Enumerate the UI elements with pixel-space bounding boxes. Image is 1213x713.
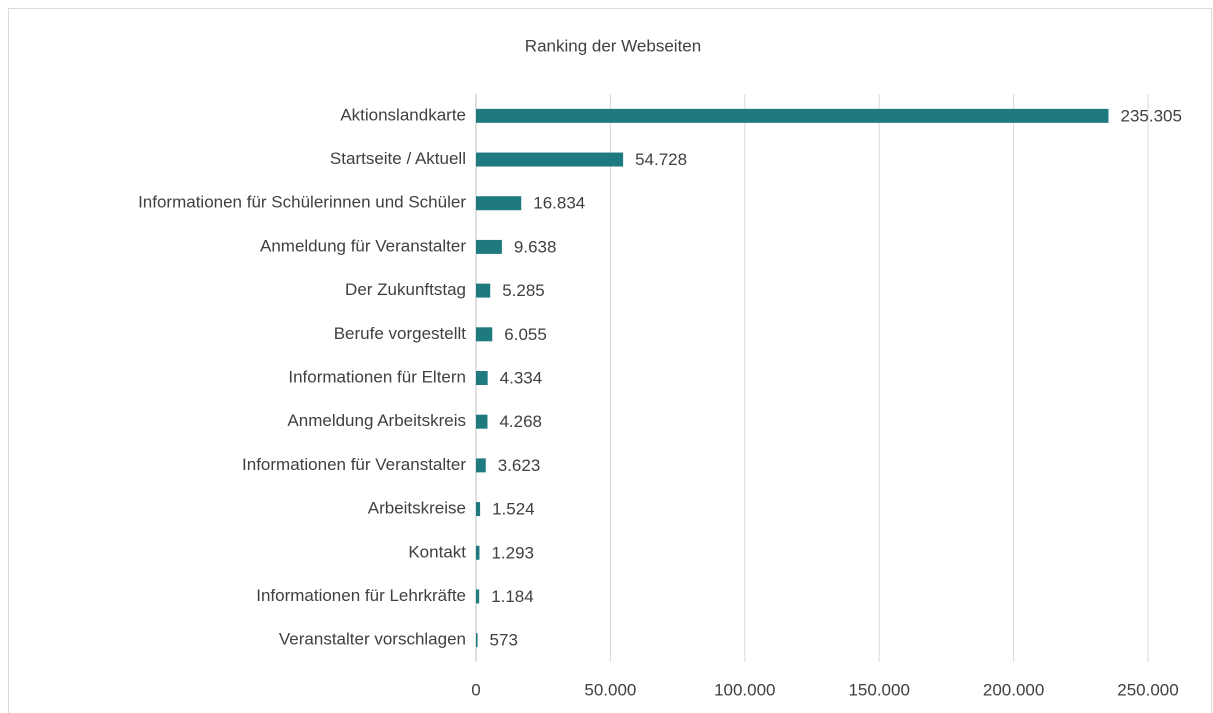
y-tick-label: Informationen für Veranstalter <box>242 455 466 474</box>
y-tick-label: Berufe vorgestellt <box>334 324 467 343</box>
chart-title: Ranking der Webseiten <box>525 36 701 55</box>
data-label: 54.728 <box>635 150 687 169</box>
y-tick-label: Aktionslandkarte <box>340 105 466 124</box>
data-label: 4.268 <box>499 412 542 431</box>
bar <box>476 545 480 560</box>
data-label: 3.623 <box>498 456 541 475</box>
y-tick-label: Kontakt <box>408 542 466 561</box>
data-label: 1.184 <box>491 587 534 606</box>
x-tick-label: 150.000 <box>848 680 909 699</box>
bar <box>476 283 491 298</box>
bar <box>476 458 486 473</box>
x-tick-label: 50.000 <box>584 680 636 699</box>
x-tick-label: 250.000 <box>1117 680 1178 699</box>
data-label: 6.055 <box>504 325 547 344</box>
bar <box>476 414 488 429</box>
bar <box>476 239 502 254</box>
data-label: 9.638 <box>514 237 557 256</box>
y-tick-label: Informationen für Lehrkräfte <box>256 586 466 605</box>
data-label: 16.834 <box>533 194 585 213</box>
x-tick-label: 100.000 <box>714 680 775 699</box>
bar <box>476 633 478 648</box>
y-tick-label: Der Zukunftstag <box>345 280 466 299</box>
bar <box>476 327 493 342</box>
y-tick-label: Informationen für Schülerinnen und Schül… <box>138 193 466 212</box>
bar <box>476 108 1109 123</box>
data-label: 4.334 <box>500 368 543 387</box>
y-tick-label: Anmeldung für Veranstalter <box>260 236 466 255</box>
y-tick-label: Anmeldung Arbeitskreis <box>287 411 466 430</box>
bar <box>476 196 522 211</box>
bar <box>476 371 488 385</box>
data-label: 1.293 <box>491 543 534 562</box>
data-label: 573 <box>490 631 518 650</box>
bar <box>476 502 481 517</box>
y-tick-label: Arbeitskreise <box>368 499 466 518</box>
data-label: 235.305 <box>1120 106 1181 125</box>
x-tick-label: 200.000 <box>983 680 1044 699</box>
y-tick-label: Informationen für Eltern <box>288 367 466 386</box>
data-label: 5.285 <box>502 281 545 300</box>
y-tick-label: Startseite / Aktuell <box>330 149 466 168</box>
data-label: 1.524 <box>492 500 535 519</box>
y-tick-label: Veranstalter vorschlagen <box>279 630 466 649</box>
bar <box>476 589 480 604</box>
x-tick-label: 0 <box>471 680 480 699</box>
bar <box>476 152 624 167</box>
